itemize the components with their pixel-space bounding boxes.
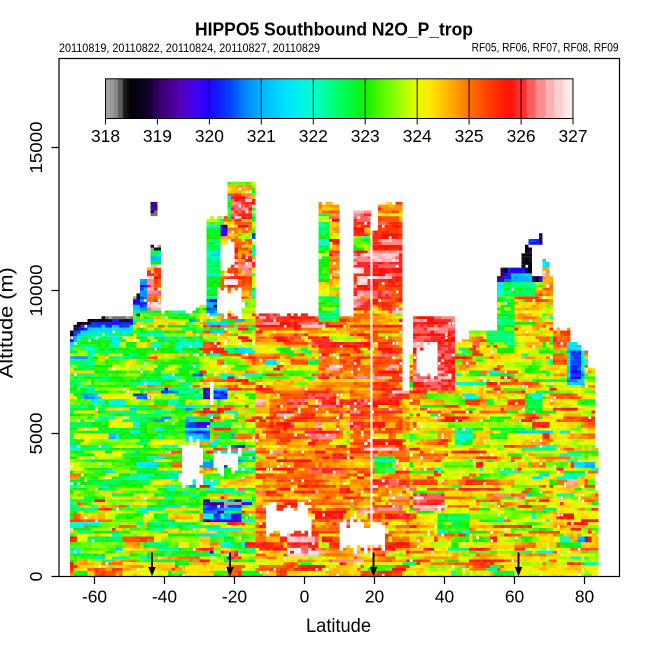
svg-text:318: 318 [91,126,120,146]
svg-text:20: 20 [365,586,384,606]
svg-text:-60: -60 [82,586,107,606]
svg-text:321: 321 [247,126,276,146]
svg-text:Latitude: Latitude [306,616,371,637]
svg-text:320: 320 [195,126,224,146]
svg-text:5000: 5000 [26,413,46,455]
svg-text:324: 324 [403,126,432,146]
svg-text:-40: -40 [152,586,177,606]
svg-text:20110819, 20110822, 20110824,: 20110819, 20110822, 20110824, 20110827, … [59,41,320,55]
svg-text:327: 327 [558,126,587,146]
svg-text:325: 325 [455,126,484,146]
svg-text:60: 60 [505,586,524,606]
svg-text:322: 322 [299,126,328,146]
svg-text:15000: 15000 [26,122,46,174]
svg-text:323: 323 [351,126,380,146]
svg-text:319: 319 [143,126,172,146]
svg-text:RF05, RF06, RF07, RF08, RF09: RF05, RF06, RF07, RF08, RF09 [472,41,619,55]
svg-text:80: 80 [575,586,594,606]
svg-text:10000: 10000 [26,265,46,317]
svg-text:326: 326 [507,126,536,146]
svg-text:0: 0 [300,586,310,606]
svg-text:Altitude (m): Altitude (m) [0,267,18,378]
svg-text:40: 40 [435,586,454,606]
svg-text:-20: -20 [222,586,247,606]
svg-text:0: 0 [26,572,46,582]
svg-text:HIPPO5 Southbound N2O_P_trop: HIPPO5 Southbound N2O_P_trop [195,19,473,40]
